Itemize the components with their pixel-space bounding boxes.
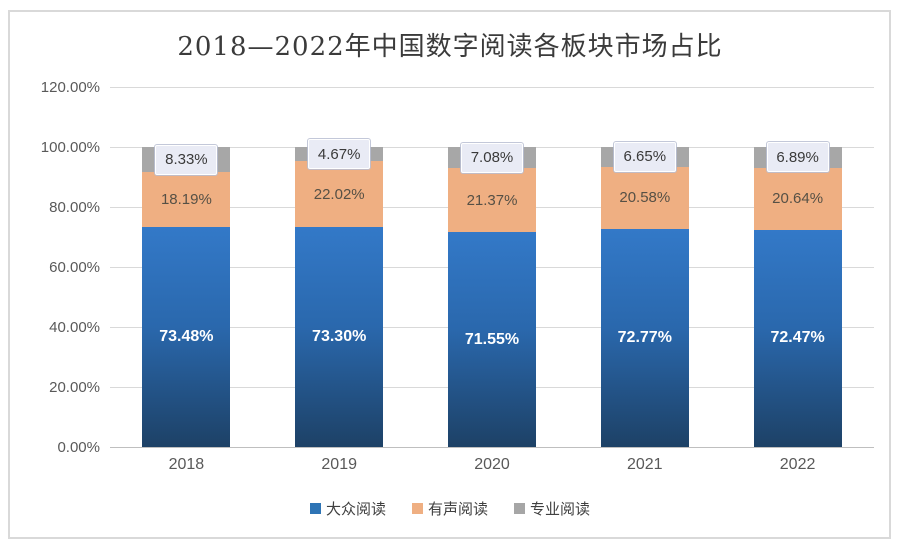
value-label-audio-reading-2018: 18.19%: [160, 190, 212, 208]
x-tick-label-2021: 2021: [626, 456, 663, 473]
plot-area: 73.48% 18.19% 8.33% 73.30% 22.02% 4.67% 71.55%…: [110, 87, 874, 448]
legend-label-audio-reading: 有声阅读: [427, 501, 488, 518]
y-tick-label-0: 0.00%: [57, 439, 100, 456]
value-label-mass-reading-2018: 73.48%: [159, 327, 214, 345]
bar-2018: 73.48% 18.19% 8.33%: [142, 144, 231, 447]
y-tick-label-60: 60.00%: [49, 259, 100, 276]
value-label-professional-reading-2021: 6.65%: [613, 141, 676, 172]
bar-segment-mass-reading-2018: 73.48%: [142, 226, 231, 447]
bar-segment-mass-reading-2022: 72.47%: [753, 229, 842, 447]
grid-line-120: [110, 87, 874, 88]
value-label-mass-reading-2020: 71.55%: [464, 330, 520, 348]
x-tick-label-2018: 2018: [168, 456, 205, 473]
value-label-mass-reading-2022: 72.47%: [770, 329, 825, 347]
bar-segment-audio-reading-2021: 20.58%: [600, 166, 689, 229]
legend-item-professional-reading: 专业阅读: [514, 498, 590, 519]
bar-2022: 72.47% 20.64% 6.89%: [753, 142, 842, 447]
legend-marker-audio-reading: [411, 503, 423, 514]
legend-label-professional-reading: 专业阅读: [530, 501, 591, 518]
value-label-professional-reading-2020: 7.08%: [461, 142, 523, 173]
chart-title: 2018—2022年中国数字阅读各板块市场占比: [177, 32, 723, 62]
x-tick-label-2019: 2019: [321, 456, 357, 473]
y-axis: 0.00% 20.00% 40.00% 60.00% 80.00% 100.00% 120.…: [0, 79, 100, 456]
y-tick-label-80: 80.00%: [49, 199, 100, 216]
bar-segment-audio-reading-2022: 20.64%: [753, 167, 842, 230]
value-label-mass-reading-2019: 73.30%: [312, 328, 367, 346]
legend: 大众阅读 有声阅读 专业阅读: [0, 498, 900, 519]
bar-segment-mass-reading-2019: 73.30%: [295, 227, 384, 447]
value-label-audio-reading-2020: 21.37%: [466, 191, 518, 209]
bar-2020: 71.55% 21.37% 7.08%: [448, 142, 536, 447]
y-tick-label-120: 120.00%: [40, 79, 100, 96]
legend-label-mass-reading: 大众阅读: [325, 501, 386, 518]
y-tick-label-40: 40.00%: [49, 319, 100, 336]
bar-segment-audio-reading-2018: 18.19%: [142, 172, 231, 227]
value-label-professional-reading-2019: 4.67%: [308, 139, 371, 170]
bar-segment-audio-reading-2020: 21.37%: [448, 168, 536, 233]
bar-segment-mass-reading-2020: 71.55%: [448, 232, 536, 447]
bar-segment-audio-reading-2019: 22.02%: [295, 161, 384, 228]
legend-item-audio-reading: 有声阅读: [411, 498, 488, 519]
legend-marker-mass-reading: [309, 503, 321, 514]
legend-item-mass-reading: 大众阅读: [309, 498, 386, 519]
bar-2021: 72.77% 20.58% 6.65%: [600, 141, 689, 447]
x-tick-label-2022: 2022: [779, 456, 816, 473]
x-axis: 2018 2019 2020 2021 2022: [110, 456, 874, 478]
value-label-audio-reading-2021: 20.58%: [619, 189, 671, 207]
legend-marker-professional-reading: [514, 503, 525, 514]
bar-segment-mass-reading-2021: 72.77%: [600, 228, 689, 447]
y-tick-label-100: 100.00%: [40, 139, 100, 156]
value-label-audio-reading-2019: 22.02%: [313, 185, 365, 203]
bar-2019: 73.30% 22.02% 4.67%: [295, 139, 384, 447]
grid-line-0: [110, 447, 874, 448]
value-label-professional-reading-2018: 8.33%: [155, 144, 218, 175]
value-label-professional-reading-2022: 6.89%: [766, 142, 829, 173]
value-label-mass-reading-2021: 72.77%: [617, 328, 672, 346]
y-tick-label-20: 20.00%: [49, 379, 100, 396]
value-label-audio-reading-2022: 20.64%: [772, 190, 824, 208]
x-tick-label-2020: 2020: [474, 456, 510, 473]
